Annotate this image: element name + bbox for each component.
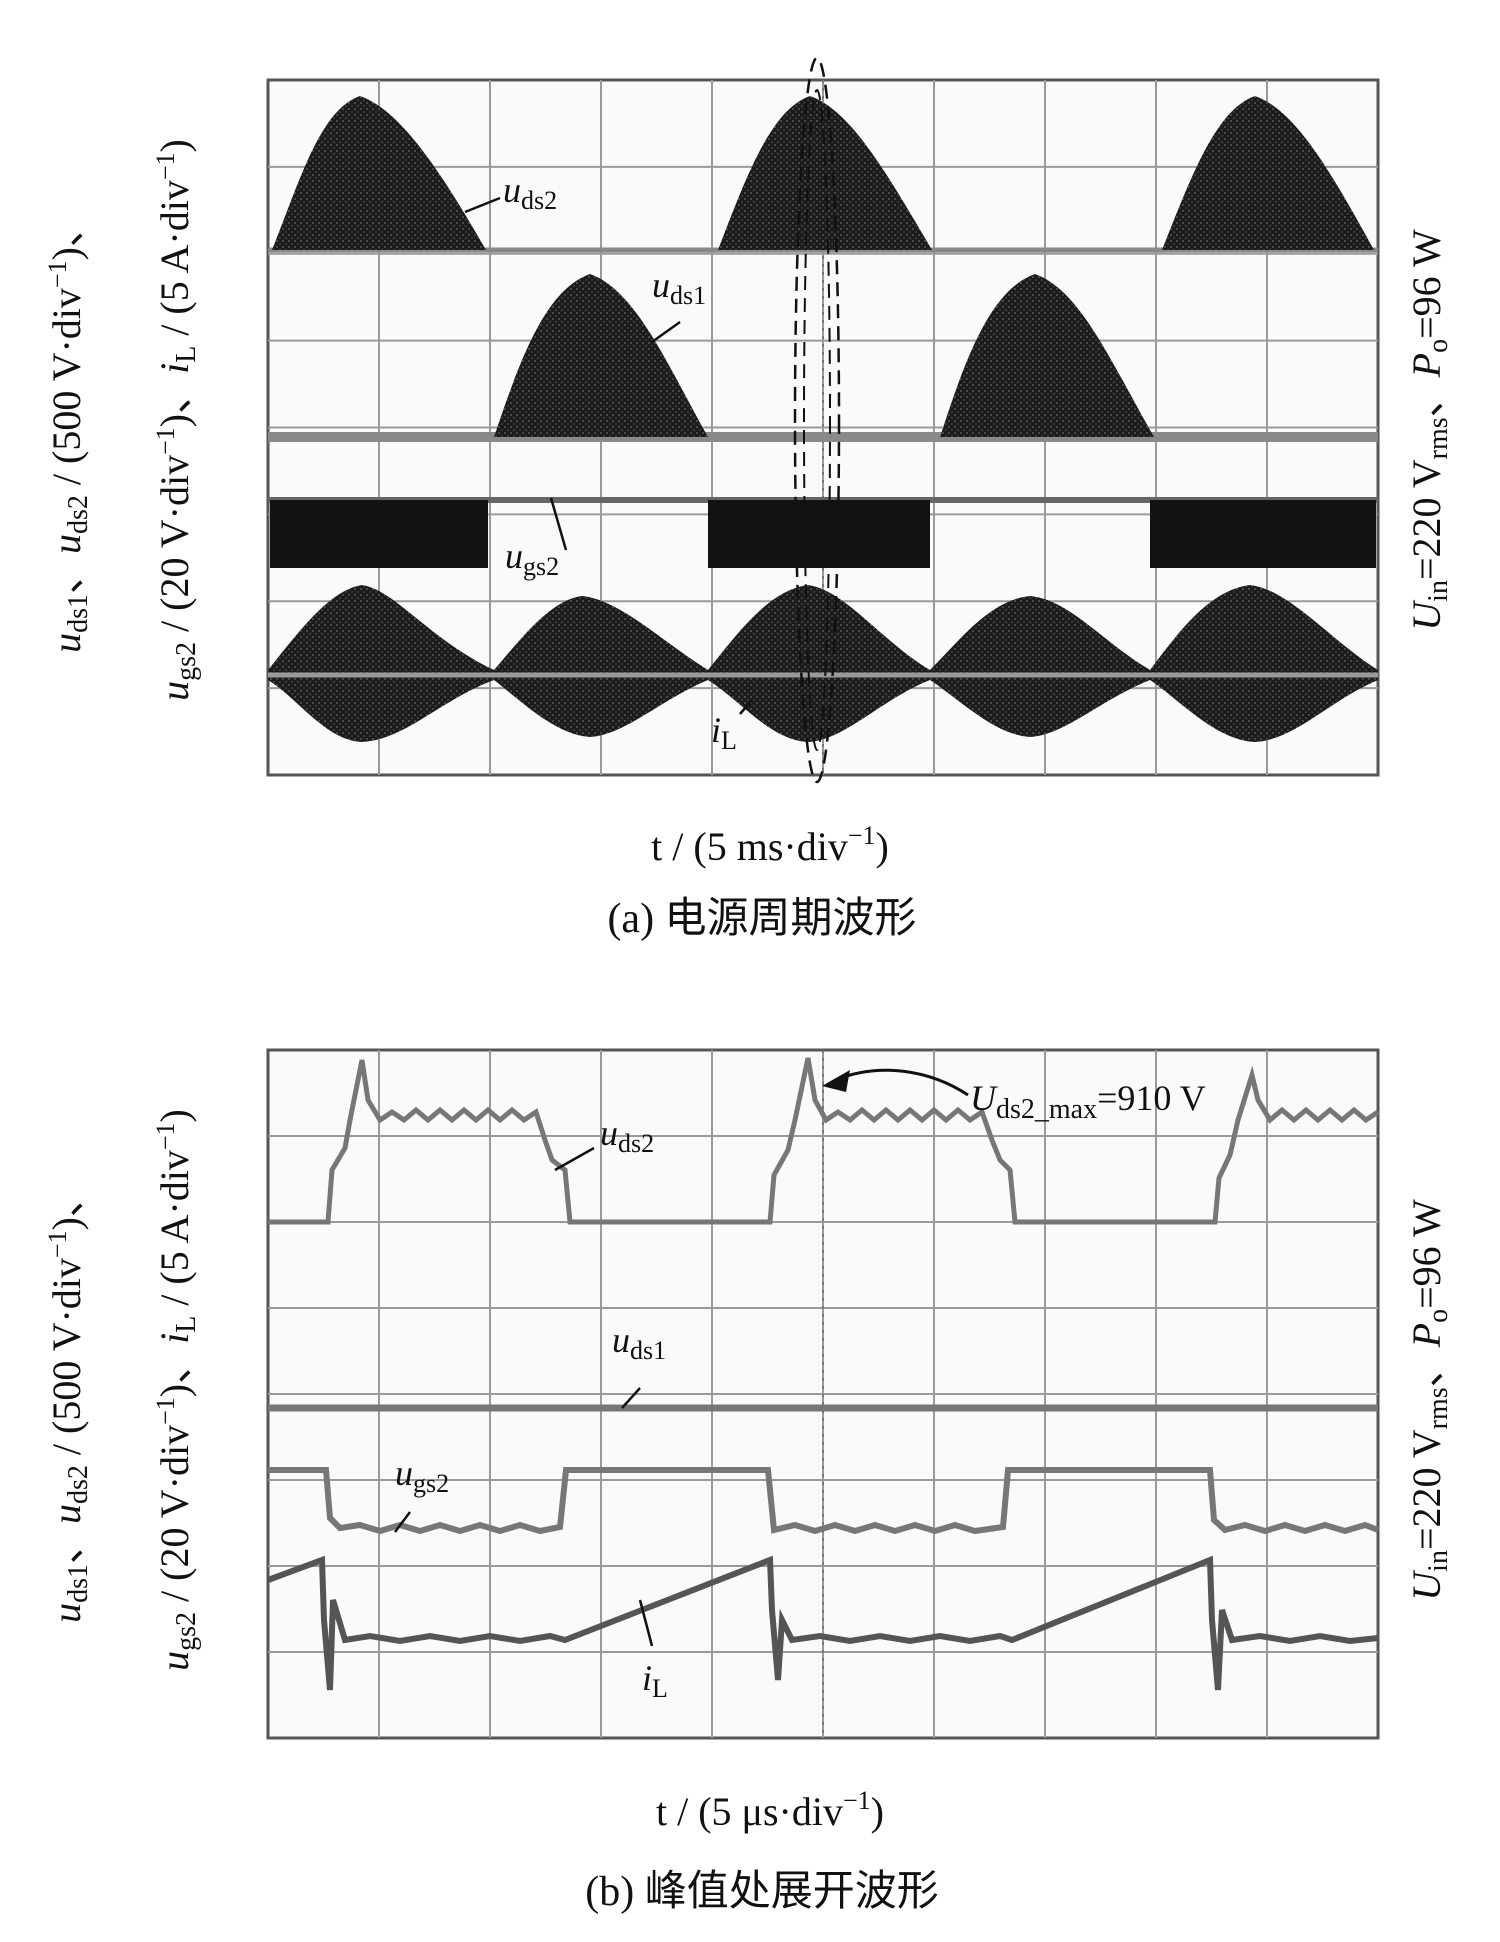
xlabel-a: t / (5 ms·div−1) <box>651 821 889 869</box>
leader-ugs2-b <box>394 1511 411 1533</box>
leader-il-a <box>739 699 753 715</box>
leader-il-b <box>638 1599 654 1647</box>
label-il-a: iL <box>711 710 737 755</box>
caption-a: (a) 电源周期波形 <box>607 896 916 942</box>
condition-b: Uin=220 Vrms、Po=96 W <box>1404 1199 1454 1601</box>
caption-b: (b) 峰值处展开波形 <box>585 1869 938 1915</box>
trace-uds1-a <box>268 274 1378 442</box>
leader-uds1-a <box>651 320 681 344</box>
leader-ugs2-a <box>549 497 568 551</box>
ylabel-line1-b: uds1、uds2 / (500 V·div−1)、 <box>43 1177 94 1623</box>
uds1-hump-2 <box>940 274 1154 437</box>
panel-a: uds2 uds1 ugs2 iL uds1、uds2 / (500 V·div… <box>43 56 1454 942</box>
label-uds1-b: uds1 <box>612 1320 666 1365</box>
label-ugs2-a: ugs2 <box>505 536 559 581</box>
label-uds2-b: uds2 <box>600 1113 654 1158</box>
leader-uds1-b <box>621 1387 641 1409</box>
trace-ugs2-a <box>268 497 1378 568</box>
leader-uds2-a <box>464 196 501 214</box>
uds2-hump-3 <box>1162 96 1374 250</box>
trace-il-a <box>268 585 1378 742</box>
label-il-b: iL <box>642 1658 668 1703</box>
panel-b: Uds2_max=910 V uds2 uds1 ugs2 iL uds1、ud… <box>43 1048 1454 1915</box>
peak-arrow <box>834 1068 969 1097</box>
xlabel-b: t / (5 μs·div−1) <box>656 1786 884 1834</box>
grid-b <box>268 1050 1378 1738</box>
trace-ugs2-b <box>268 1467 1380 1535</box>
trace-il-b <box>266 1555 1379 1691</box>
label-uds2-a: uds2 <box>503 170 557 215</box>
trace-uds2-b <box>268 1057 1380 1225</box>
uds2-hump-2 <box>718 96 932 250</box>
ugs2-block-3 <box>1150 500 1376 568</box>
leader-uds2-b <box>554 1146 595 1172</box>
condition-a: Uin=220 Vrms、Po=96 W <box>1404 229 1454 631</box>
peak-arrowhead <box>822 1070 850 1092</box>
uds1-hump-1 <box>494 274 708 437</box>
il-envelope <box>268 585 1378 742</box>
label-ugs2-b: ugs2 <box>395 1453 449 1498</box>
highlight-ellipse-outer <box>793 56 841 784</box>
ylabel-line2-b: ugs2 / (20 V·div−1)、iL / (5 A·div−1) <box>151 1109 202 1671</box>
ylabel-line2-a: ugs2 / (20 V·div−1)、iL / (5 A·div−1) <box>151 139 202 701</box>
label-uds1-a: uds1 <box>652 265 706 310</box>
ylabel-line1-a: uds1、uds2 / (500 V·div−1)、 <box>43 207 94 653</box>
ugs2-block-2 <box>708 500 930 568</box>
ugs2-block-1 <box>270 500 488 568</box>
annotation-uds2-max: Uds2_max=910 V <box>970 1078 1206 1125</box>
uds2-hump-1 <box>272 96 486 250</box>
highlight-ellipse-inner <box>803 89 831 751</box>
trace-uds2-a <box>268 96 1378 253</box>
